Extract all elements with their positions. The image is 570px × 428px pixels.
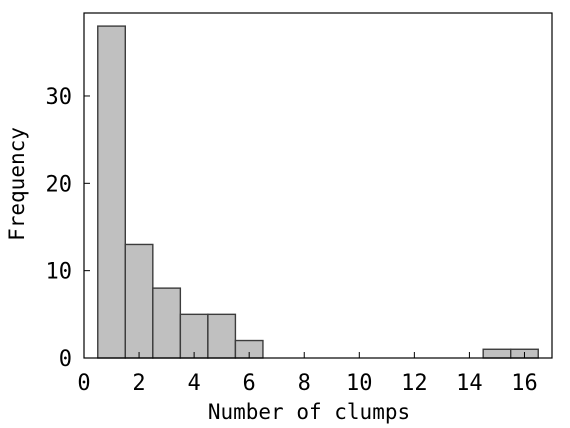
y-tick-label: 10 bbox=[46, 260, 73, 285]
histogram-bar bbox=[97, 25, 126, 359]
x-axis-label: Number of clumps bbox=[208, 400, 410, 424]
x-tick-label: 12 bbox=[401, 371, 428, 396]
histogram-bar bbox=[124, 243, 154, 359]
ticks-group: 0 2 4 6 8 10 12 14 16 0 10 20 30 bbox=[46, 85, 538, 396]
histogram-bar bbox=[179, 313, 209, 359]
x-tick-label: 2 bbox=[132, 371, 145, 396]
histogram-bar bbox=[207, 313, 237, 359]
x-tick-label: 6 bbox=[243, 371, 256, 396]
x-tick-label: 10 bbox=[346, 371, 373, 396]
y-tick-label: 0 bbox=[59, 347, 72, 372]
plot-frame bbox=[83, 12, 553, 359]
y-tick-label: 30 bbox=[46, 85, 73, 110]
y-tick-label: 20 bbox=[46, 172, 73, 197]
x-tick-label: 0 bbox=[77, 371, 90, 396]
x-tick-label: 4 bbox=[187, 371, 200, 396]
histogram-bar bbox=[482, 348, 512, 359]
x-tick-label: 8 bbox=[298, 371, 311, 396]
x-tick-label: 14 bbox=[456, 371, 483, 396]
histogram-bar bbox=[152, 287, 182, 359]
x-tick-label: 16 bbox=[511, 371, 538, 396]
bars-group bbox=[97, 25, 539, 359]
y-axis-label: Frequency bbox=[5, 127, 29, 241]
